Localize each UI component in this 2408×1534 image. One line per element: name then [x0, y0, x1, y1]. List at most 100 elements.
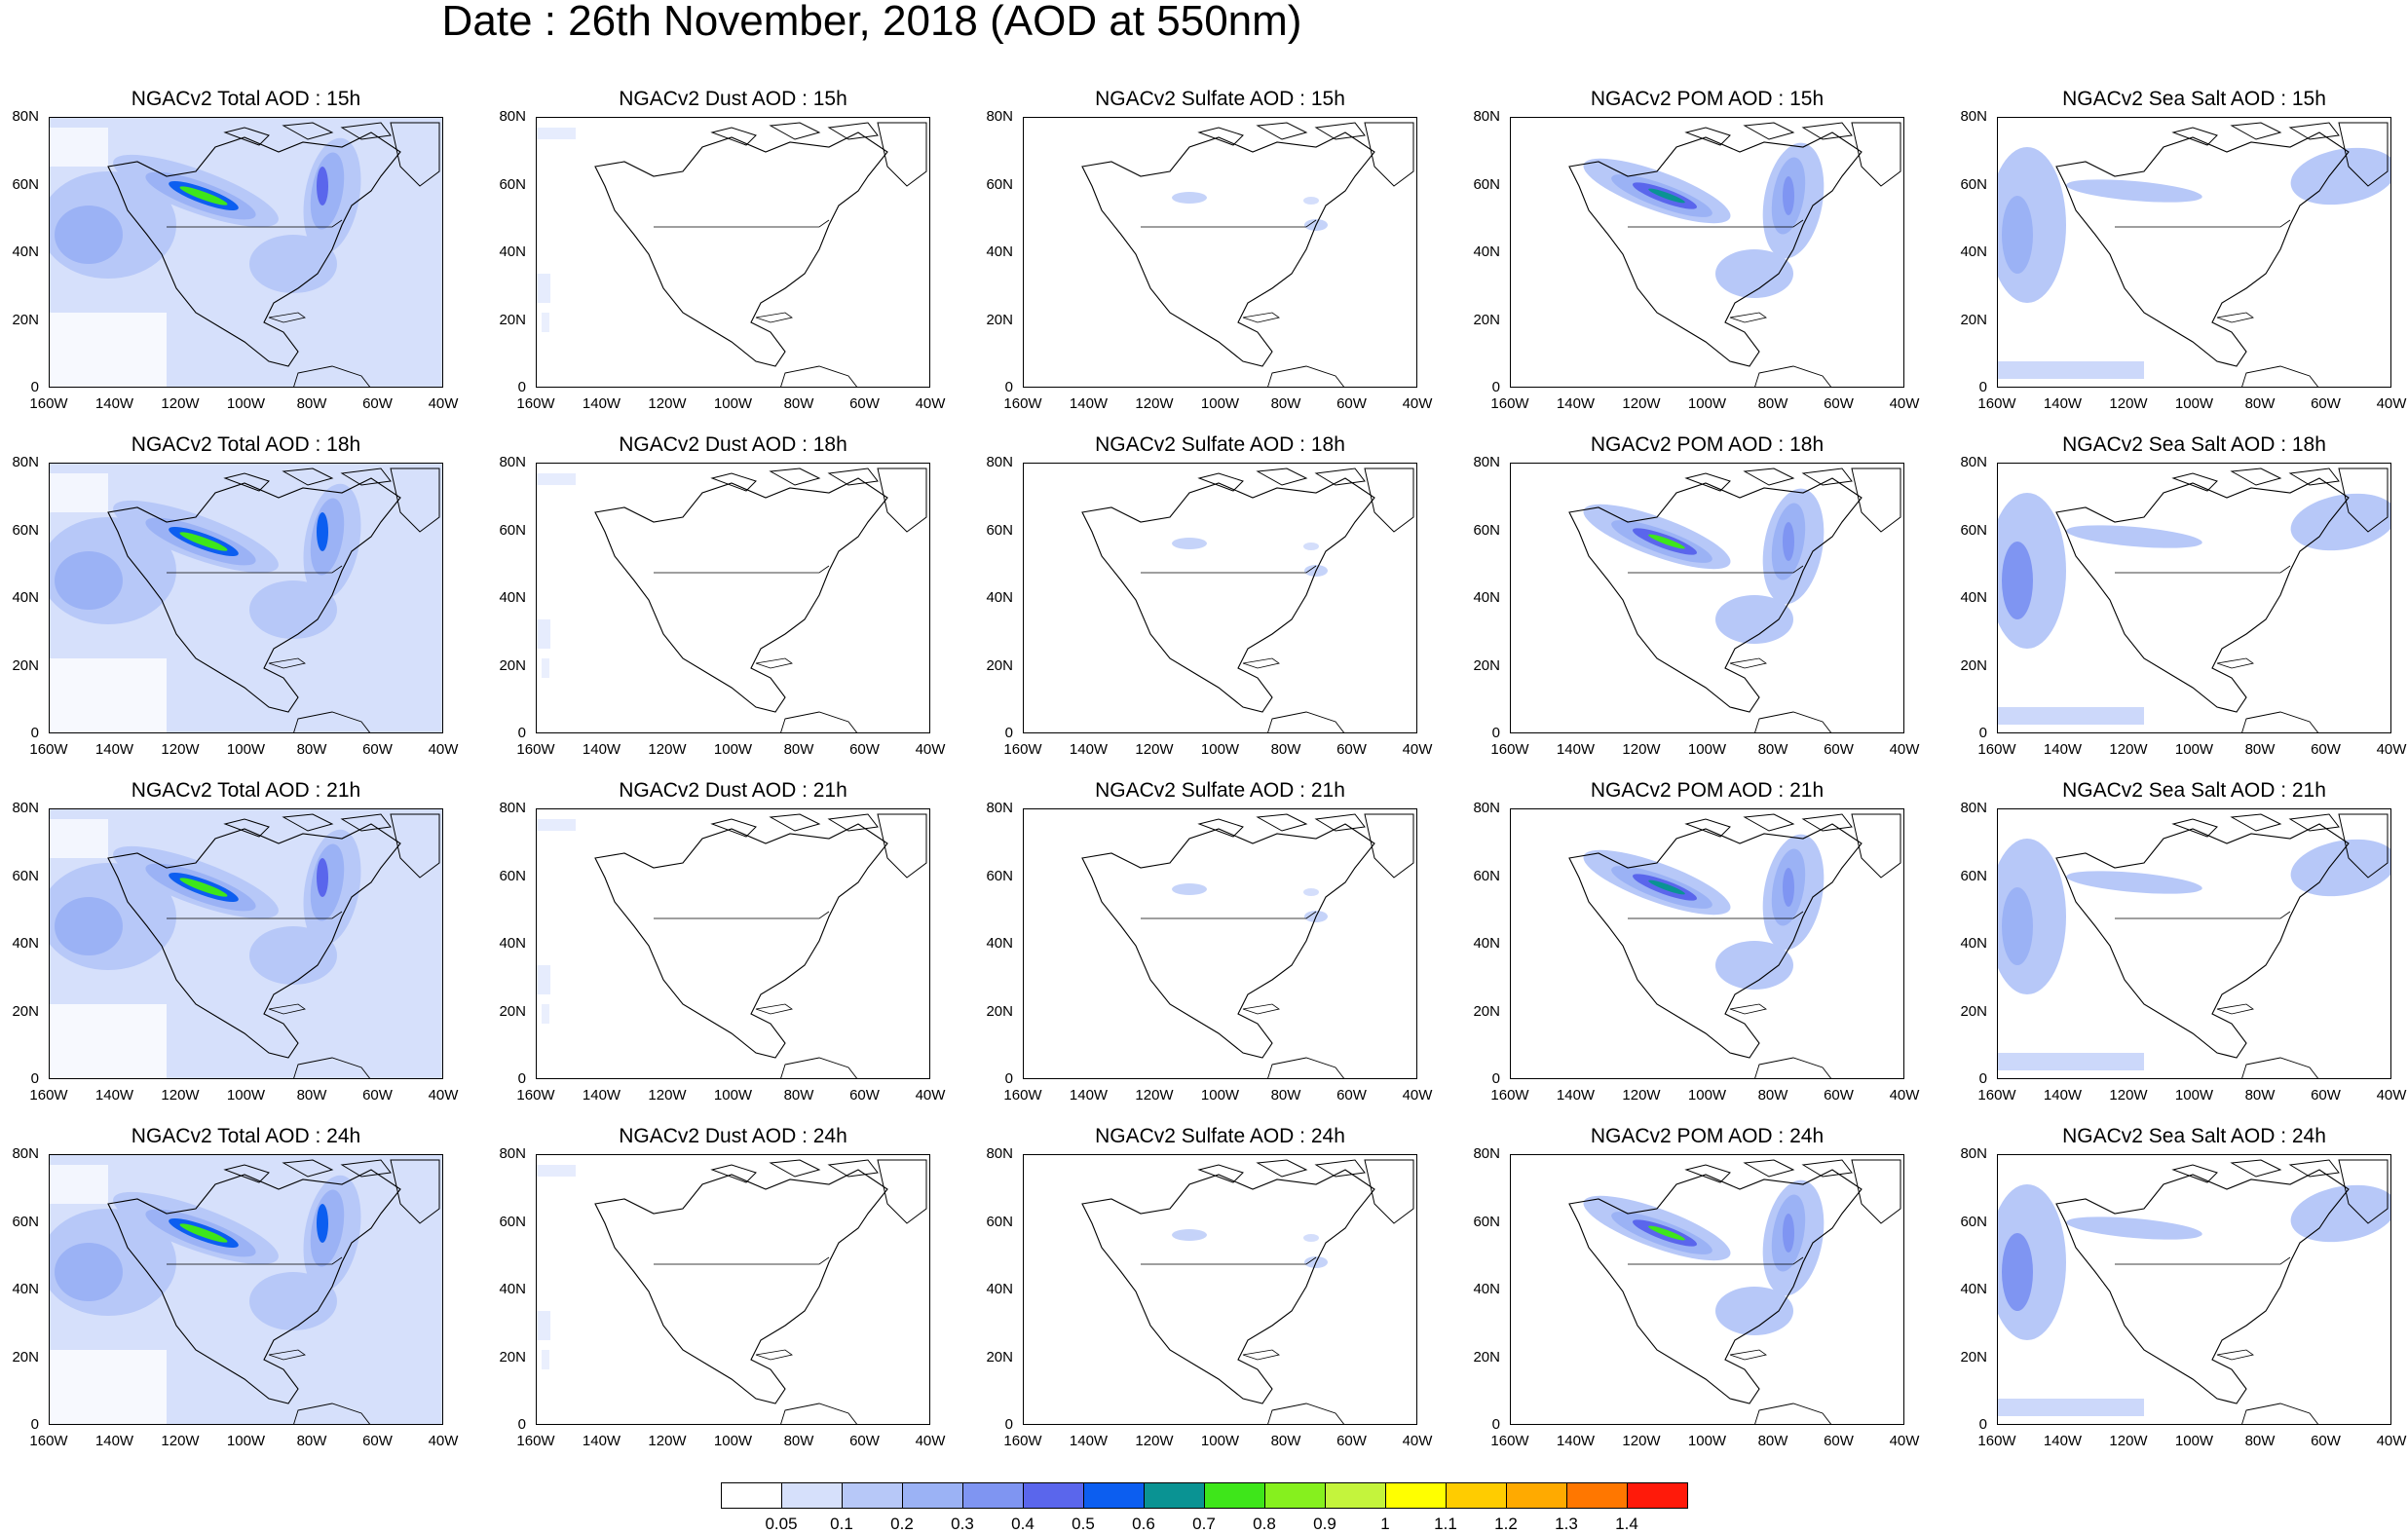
- colorbar-swatch: [902, 1482, 963, 1509]
- latitude-tick-label: 20N: [986, 311, 1013, 328]
- longitude-tick-label: 80W: [783, 741, 814, 758]
- longitude-tick-label: 120W: [648, 1087, 687, 1104]
- longitude-tick-label: 100W: [1200, 1087, 1240, 1104]
- longitude-tick-label: 40W: [428, 395, 459, 412]
- latitude-tick-label: 20N: [986, 1348, 1013, 1366]
- latitude-tick-label: 40N: [12, 935, 39, 952]
- longitude-tick-label: 60W: [849, 1433, 880, 1449]
- longitude-tick-label: 120W: [2109, 1433, 2148, 1449]
- latitude-tick-label: 80N: [499, 800, 526, 816]
- colorbar-label: 0.9: [1313, 1515, 1336, 1533]
- longitude-tick-label: 140W: [582, 741, 621, 758]
- longitude-tick-label: 60W: [1336, 395, 1367, 412]
- latitude-tick-label: 40N: [986, 935, 1013, 952]
- longitude-tick-label: 120W: [1622, 1087, 1661, 1104]
- longitude-tick-label: 80W: [1270, 395, 1301, 412]
- longitude-tick-label: 120W: [1135, 1433, 1174, 1449]
- longitude-tick-label: 80W: [1270, 1087, 1301, 1104]
- longitude-tick-label: 40W: [915, 741, 946, 758]
- longitude-tick-label: 80W: [296, 1433, 327, 1449]
- longitude-tick-label: 40W: [1889, 741, 1920, 758]
- longitude-tick-label: 100W: [1687, 1433, 1727, 1449]
- latitude-tick-label: 80N: [1473, 1145, 1500, 1162]
- longitude-tick-label: 60W: [362, 1087, 393, 1104]
- panel-title: NGACv2 Dust AOD : 18h: [619, 433, 847, 456]
- latitude-tick-label: 80N: [12, 454, 39, 470]
- longitude-tick-label: 120W: [1622, 395, 1661, 412]
- latitude-tick-label: 20N: [499, 1002, 526, 1020]
- colorbar-label: 0.1: [830, 1515, 853, 1533]
- latitude-tick-label: 80N: [1960, 1145, 1987, 1162]
- latitude-tick-label: 0: [30, 1070, 39, 1087]
- longitude-tick-label: 160W: [516, 395, 555, 412]
- latitude-tick-label: 80N: [1473, 800, 1500, 816]
- longitude-tick-label: 100W: [2174, 1087, 2214, 1104]
- map-plot-area: [1023, 117, 1417, 388]
- longitude-tick-label: 140W: [94, 1087, 134, 1104]
- colorbar-label: 0.6: [1132, 1515, 1155, 1533]
- colorbar-label: 1: [1380, 1515, 1390, 1533]
- longitude-tick-label: 40W: [915, 395, 946, 412]
- longitude-tick-label: 60W: [1336, 1087, 1367, 1104]
- map-plot-area: [536, 463, 930, 733]
- panel-title: NGACv2 Sea Salt AOD : 21h: [2062, 779, 2326, 802]
- colorbar-label: 0.5: [1072, 1515, 1095, 1533]
- longitude-tick-label: 40W: [428, 741, 459, 758]
- longitude-tick-label: 140W: [582, 1433, 621, 1449]
- latitude-tick-label: 80N: [1960, 108, 1987, 125]
- longitude-tick-label: 60W: [1824, 395, 1854, 412]
- latitude-tick-label: 60N: [12, 521, 39, 539]
- longitude-tick-label: 100W: [713, 1087, 753, 1104]
- map-plot-area: [49, 463, 443, 733]
- panel-title: NGACv2 POM AOD : 21h: [1590, 779, 1825, 802]
- latitude-tick-label: 80N: [12, 800, 39, 816]
- colorbar-swatch: [1264, 1482, 1326, 1509]
- longitude-tick-label: 120W: [1135, 395, 1174, 412]
- latitude-tick-label: 80N: [1960, 454, 1987, 470]
- longitude-tick-label: 100W: [1200, 741, 1240, 758]
- latitude-tick-label: 40N: [12, 589, 39, 606]
- longitude-tick-label: 100W: [226, 1433, 266, 1449]
- latitude-tick-label: 20N: [12, 1002, 39, 1020]
- latitude-tick-label: 40N: [986, 1281, 1013, 1297]
- colorbar-label: 1.2: [1494, 1515, 1518, 1533]
- latitude-tick-label: 40N: [1473, 589, 1500, 606]
- panel-title: NGACv2 Sea Salt AOD : 18h: [2062, 433, 2326, 456]
- longitude-tick-label: 120W: [648, 741, 687, 758]
- longitude-tick-label: 100W: [1200, 395, 1240, 412]
- longitude-tick-label: 100W: [1687, 1087, 1727, 1104]
- longitude-tick-label: 160W: [1977, 395, 2016, 412]
- latitude-tick-label: 60N: [1960, 521, 1987, 539]
- panel-title: NGACv2 Sulfate AOD : 21h: [1095, 779, 1345, 802]
- longitude-tick-label: 160W: [516, 741, 555, 758]
- colorbar-swatch: [1204, 1482, 1265, 1509]
- latitude-tick-label: 40N: [499, 1281, 526, 1297]
- longitude-tick-label: 60W: [849, 1087, 880, 1104]
- longitude-tick-label: 80W: [2244, 1433, 2276, 1449]
- panel-title: NGACv2 Total AOD : 18h: [131, 433, 361, 456]
- panel-title: NGACv2 Dust AOD : 21h: [619, 779, 847, 802]
- longitude-tick-label: 160W: [1490, 1433, 1529, 1449]
- longitude-tick-label: 60W: [1336, 741, 1367, 758]
- longitude-tick-label: 40W: [1889, 1433, 1920, 1449]
- latitude-tick-label: 0: [1978, 379, 1987, 395]
- latitude-tick-label: 80N: [986, 108, 1013, 125]
- latitude-tick-label: 20N: [1960, 311, 1987, 328]
- latitude-tick-label: 20N: [499, 1348, 526, 1366]
- latitude-tick-label: 40N: [1960, 589, 1987, 606]
- latitude-tick-label: 40N: [499, 243, 526, 260]
- longitude-tick-label: 40W: [2376, 1087, 2407, 1104]
- panel-title: NGACv2 Sea Salt AOD : 24h: [2062, 1125, 2326, 1147]
- longitude-tick-label: 160W: [516, 1433, 555, 1449]
- longitude-tick-label: 160W: [29, 1433, 68, 1449]
- longitude-tick-label: 140W: [1556, 741, 1596, 758]
- longitude-tick-label: 80W: [783, 1433, 814, 1449]
- longitude-tick-label: 40W: [915, 1433, 946, 1449]
- latitude-tick-label: 20N: [499, 656, 526, 674]
- longitude-tick-label: 140W: [2043, 741, 2083, 758]
- map-plot-area: [536, 808, 930, 1079]
- latitude-tick-label: 40N: [986, 589, 1013, 606]
- colorbar-label: 0.2: [890, 1515, 914, 1533]
- colorbar-label: 0.3: [951, 1515, 974, 1533]
- map-plot-area: [1997, 1154, 2391, 1425]
